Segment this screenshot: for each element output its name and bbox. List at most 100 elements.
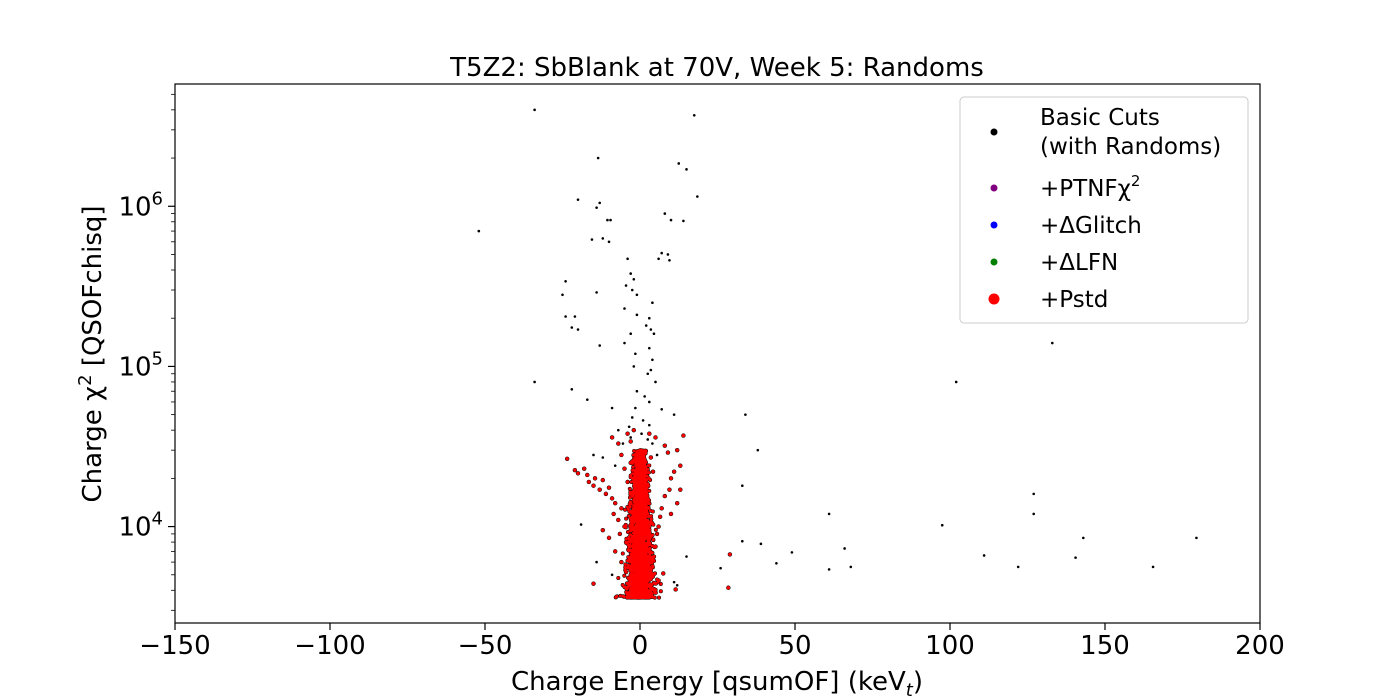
- data-point-basic-cuts: [1032, 512, 1035, 516]
- data-point-core: [626, 563, 630, 567]
- data-point-pstd: [607, 536, 611, 540]
- data-point-pstd: [618, 532, 622, 536]
- data-point-basic-cuts: [629, 272, 632, 275]
- data-point-pstd: [601, 528, 605, 532]
- data-point-pstd: [675, 448, 679, 452]
- data-point-pstd: [573, 468, 577, 472]
- data-point-core: [659, 582, 663, 586]
- data-point-core: [631, 472, 635, 476]
- data-point-core: [628, 503, 632, 507]
- data-point-basic-cuts: [579, 523, 583, 526]
- data-point-pstd: [728, 552, 732, 557]
- data-point-basic-cuts: [623, 307, 626, 310]
- data-point-core: [647, 489, 651, 493]
- data-point-core: [633, 529, 637, 533]
- data-point-basic-cuts: [634, 406, 637, 410]
- data-point-pstd: [625, 432, 630, 436]
- data-point-core: [646, 467, 650, 471]
- data-point-pstd: [660, 506, 664, 511]
- data-point-core: [657, 596, 661, 600]
- data-point-basic-cuts: [677, 162, 681, 165]
- data-point-basic-cuts: [655, 453, 659, 457]
- data-point-pstd: [653, 435, 658, 440]
- data-point-pstd: [675, 501, 679, 505]
- data-point-basic-cuts: [669, 218, 673, 222]
- data-point-basic-cuts: [596, 156, 600, 160]
- data-point-basic-cuts: [570, 387, 574, 391]
- data-point-pstd: [591, 483, 596, 488]
- data-point-core: [642, 523, 646, 527]
- data-point-core: [628, 505, 632, 509]
- data-point-basic-cuts: [652, 332, 656, 336]
- data-point-pstd: [726, 586, 731, 590]
- data-point-basic-cuts: [685, 555, 688, 558]
- data-point-core: [626, 507, 630, 511]
- data-point-basic-cuts: [632, 277, 636, 281]
- data-point-pstd: [655, 532, 659, 536]
- data-point-core: [628, 516, 632, 520]
- data-point-basic-cuts: [613, 464, 617, 467]
- data-point-pstd: [619, 506, 624, 511]
- data-point-pstd: [598, 487, 602, 492]
- data-point-pstd: [610, 496, 614, 501]
- data-point-basic-cuts: [595, 560, 598, 564]
- data-point-pstd: [576, 471, 580, 476]
- data-point-pstd: [616, 518, 620, 522]
- data-point-core: [635, 497, 639, 501]
- data-point-core: [648, 509, 652, 513]
- data-point-basic-cuts: [741, 484, 744, 487]
- data-point-core: [647, 547, 651, 551]
- data-point-pstd: [619, 560, 624, 564]
- data-point-core: [646, 464, 650, 468]
- data-point-basic-cuts: [660, 407, 663, 411]
- data-point-basic-cuts: [1051, 341, 1054, 345]
- points-layer: [477, 108, 1198, 600]
- data-point-pstd: [666, 450, 670, 455]
- data-point-core: [648, 552, 652, 556]
- data-point-pstd: [591, 581, 596, 586]
- data-point-basic-cuts: [1082, 536, 1085, 540]
- data-point-pstd: [616, 441, 620, 446]
- data-point-core: [643, 482, 647, 486]
- data-point-basic-cuts: [598, 344, 601, 347]
- data-point-basic-cuts: [533, 108, 536, 112]
- data-point-basic-cuts: [592, 453, 595, 457]
- data-point-core: [650, 564, 654, 568]
- data-point-basic-cuts: [606, 218, 609, 222]
- data-point-core: [632, 482, 636, 486]
- data-point-basic-cuts: [682, 219, 685, 223]
- data-point-basic-cuts: [573, 315, 577, 318]
- data-point-pstd: [647, 432, 651, 436]
- data-point-pstd: [661, 571, 665, 576]
- data-point-basic-cuts: [643, 395, 646, 398]
- data-point-basic-cuts: [651, 442, 654, 445]
- data-point-basic-cuts: [624, 284, 628, 287]
- data-point-pstd: [593, 476, 597, 481]
- plot-area: [174, 83, 1261, 624]
- data-point-core: [646, 497, 650, 501]
- data-point-core: [624, 517, 628, 521]
- data-point-core: [645, 491, 649, 495]
- data-point-basic-cuts: [477, 229, 481, 233]
- data-point-basic-cuts: [561, 293, 564, 297]
- data-point-core: [646, 484, 650, 488]
- data-point-basic-cuts: [666, 253, 670, 256]
- data-point-basic-cuts: [696, 195, 699, 198]
- data-point-basic-cuts: [759, 542, 763, 546]
- data-point-basic-cuts: [675, 583, 679, 587]
- data-point-basic-cuts: [630, 416, 634, 419]
- data-point-core: [624, 537, 628, 541]
- data-point-core: [628, 487, 632, 491]
- data-point-core: [640, 489, 644, 493]
- data-point-core: [615, 594, 619, 598]
- data-point-basic-cuts: [627, 425, 631, 429]
- data-point-core: [654, 591, 658, 595]
- data-point-core: [644, 487, 648, 491]
- data-point-core: [632, 449, 636, 453]
- data-point-basic-cuts: [629, 436, 632, 439]
- data-point-core: [650, 555, 654, 559]
- data-point-basic-cuts: [849, 565, 853, 569]
- data-point-core: [649, 550, 653, 554]
- data-point-basic-cuts: [651, 301, 654, 304]
